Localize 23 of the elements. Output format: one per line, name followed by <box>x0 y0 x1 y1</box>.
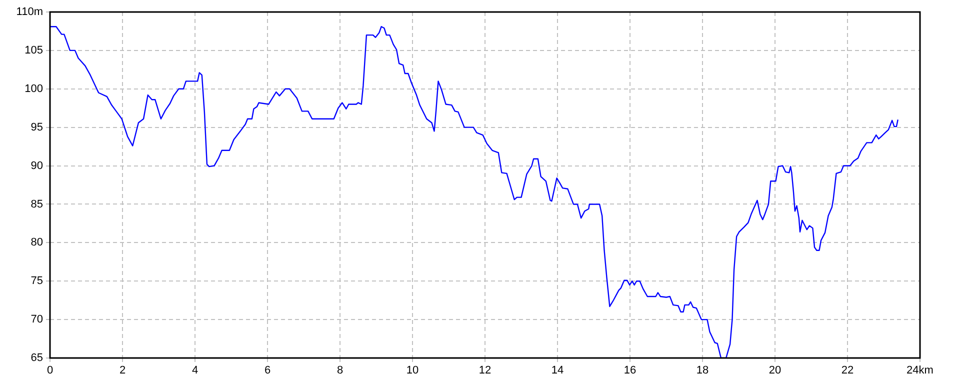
y-tick-label: 70 <box>30 314 43 326</box>
x-tick-label: 24km <box>906 364 934 377</box>
x-tick-label: 4 <box>192 364 198 377</box>
x-tick-label: 18 <box>696 364 709 377</box>
x-tick-label: 0 <box>46 364 54 377</box>
y-tick-label: 95 <box>30 121 43 134</box>
y-tick-label: 100 <box>24 82 43 95</box>
x-tick-label: 10 <box>406 364 419 377</box>
y-tick-label: 110m <box>16 6 43 18</box>
y-tick-label: 65 <box>30 352 43 364</box>
x-tick-label: 20 <box>768 364 782 377</box>
y-tick-label: 85 <box>30 198 43 210</box>
x-tick-label: 16 <box>624 364 636 377</box>
x-tick-label: 22 <box>841 364 854 377</box>
x-tick-label: 14 <box>551 364 564 377</box>
x-tick-label: 6 <box>264 364 271 377</box>
y-tick-label: 90 <box>30 160 43 172</box>
x-tick-label: 2 <box>119 364 126 377</box>
x-tick-label: 8 <box>336 364 344 377</box>
x-tick-label: 12 <box>478 364 492 377</box>
y-tick-label: 75 <box>30 275 43 288</box>
y-tick-label: 80 <box>30 236 43 249</box>
y-tick-label: 105 <box>24 44 43 56</box>
